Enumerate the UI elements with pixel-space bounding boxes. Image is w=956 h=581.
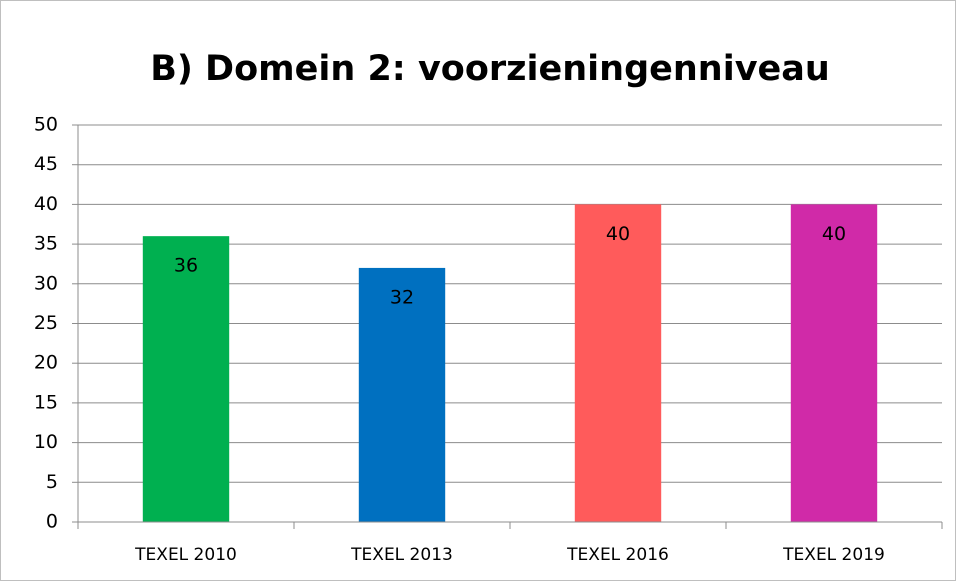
y-tick-label: 15 (34, 391, 58, 413)
y-tick-label: 25 (34, 312, 58, 334)
data-label: 40 (822, 223, 846, 245)
y-tick-label: 20 (34, 352, 58, 374)
chart-title: B) Domein 2: voorzieningenniveau (150, 49, 830, 89)
bar (142, 236, 230, 522)
x-tick-label: TEXEL 2016 (566, 545, 669, 565)
data-label: 32 (390, 286, 414, 308)
data-label: 36 (174, 255, 198, 277)
y-tick-label: 40 (34, 193, 58, 215)
y-tick-label: 10 (34, 431, 58, 453)
y-tick-label: 50 (34, 114, 58, 136)
y-tick-label: 35 (34, 233, 58, 255)
y-tick-label: 30 (34, 272, 58, 294)
data-label: 40 (606, 223, 630, 245)
bar (574, 204, 662, 522)
x-tick-label: TEXEL 2013 (350, 545, 453, 565)
y-tick-label: 0 (46, 511, 58, 533)
x-tick-label: TEXEL 2010 (134, 545, 237, 565)
y-tick-label: 45 (34, 153, 58, 175)
bar (358, 267, 446, 522)
x-tick-label: TEXEL 2019 (782, 545, 885, 565)
y-tick-label: 5 (46, 471, 58, 493)
bar (790, 204, 878, 522)
